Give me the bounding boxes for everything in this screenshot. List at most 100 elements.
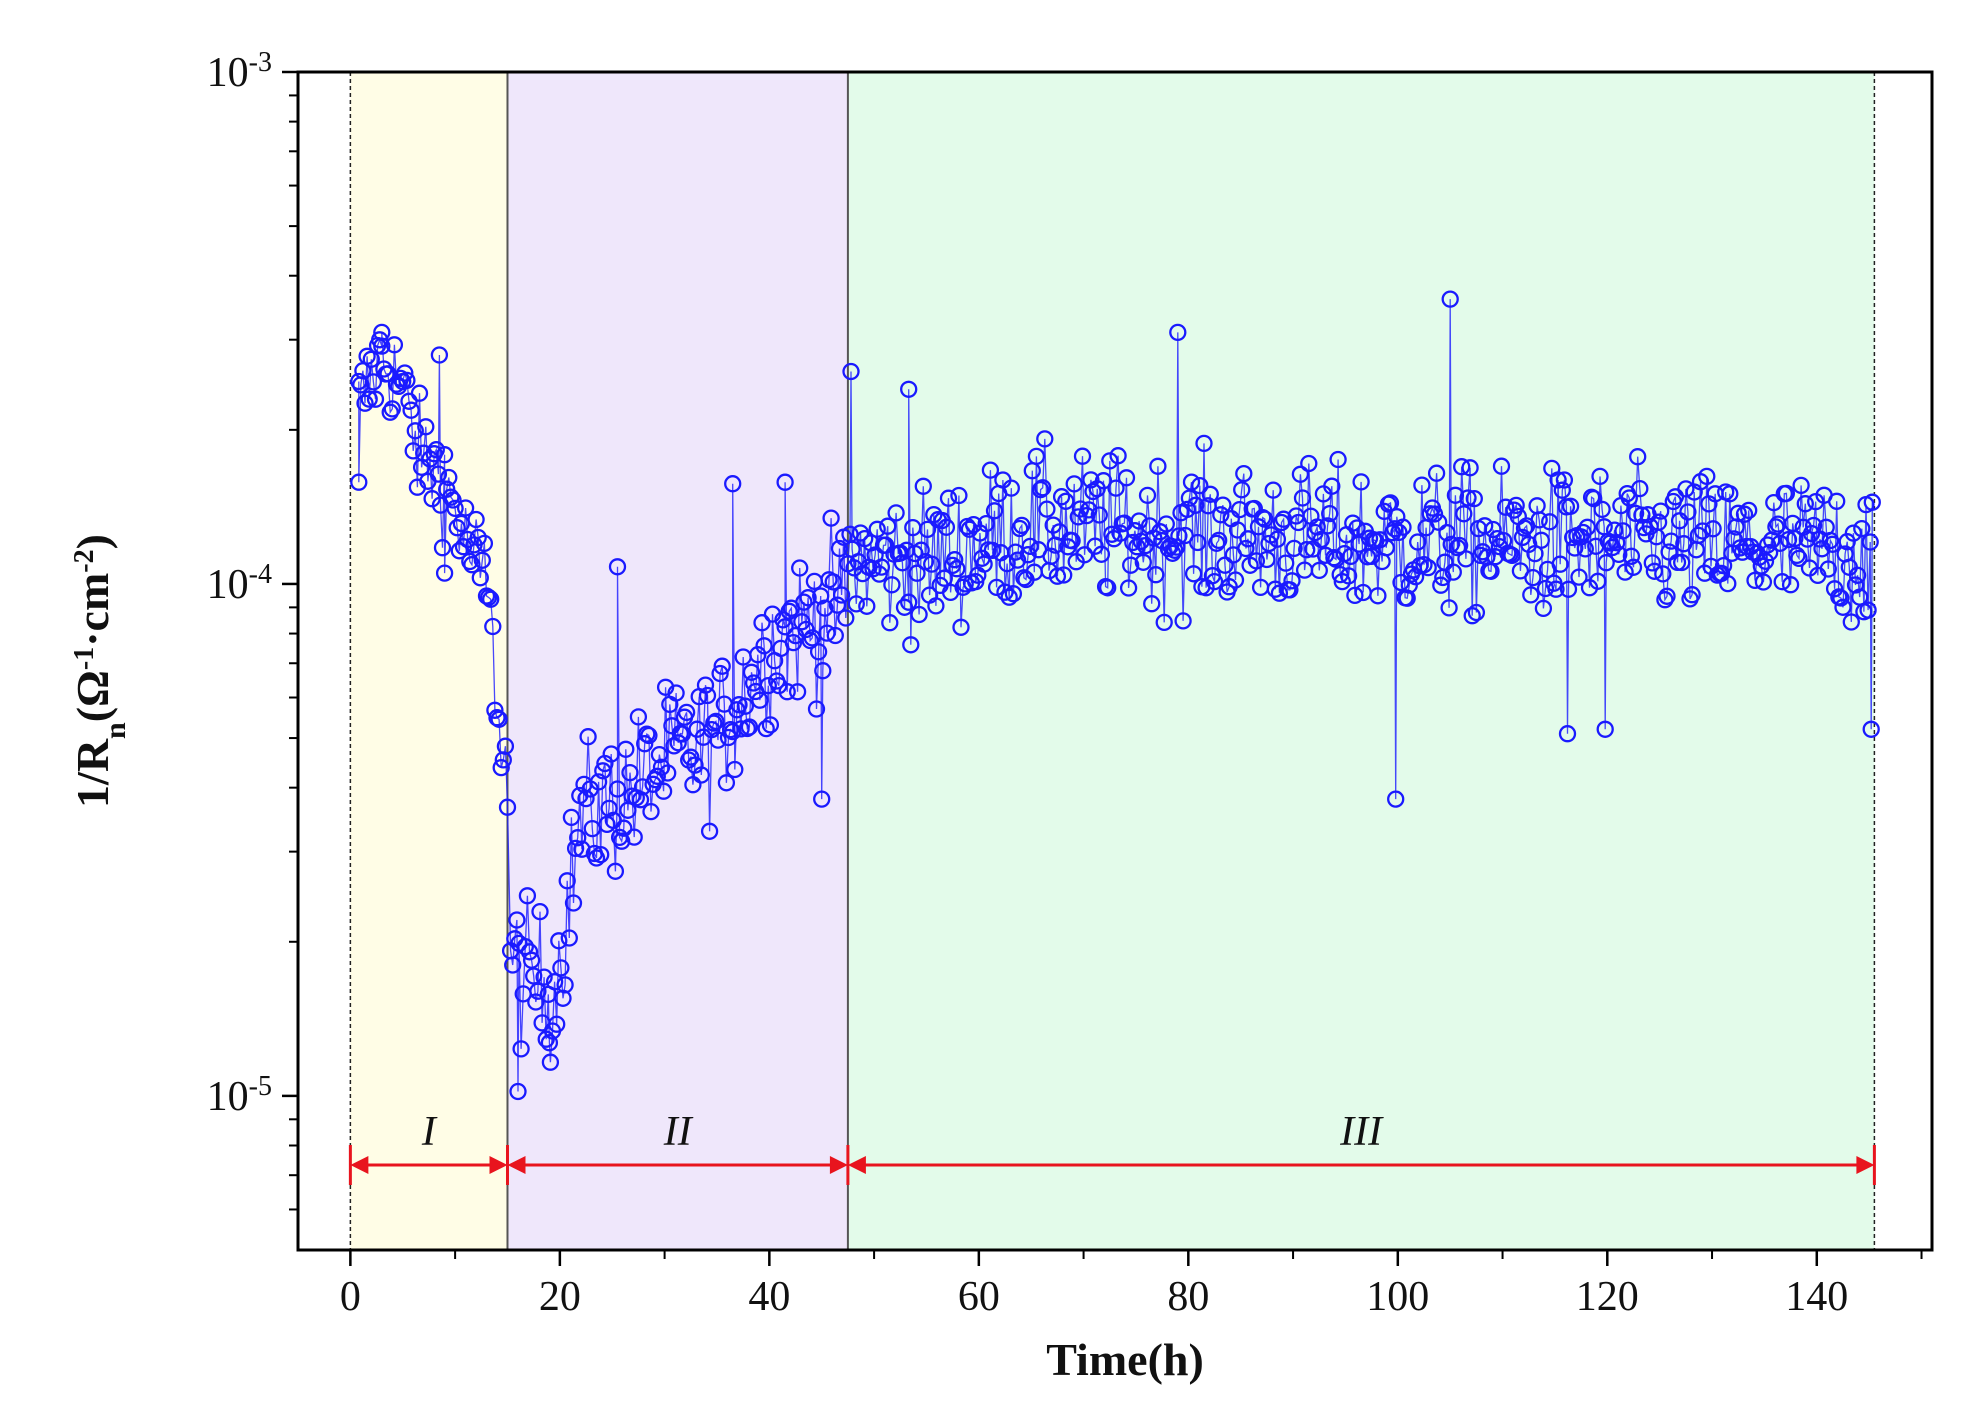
data-point — [625, 828, 643, 846]
data-point — [1258, 550, 1276, 569]
data-point — [1048, 567, 1067, 585]
data-point — [427, 441, 445, 459]
data-point — [1441, 290, 1459, 308]
data-point — [778, 683, 796, 701]
data-point — [1547, 580, 1565, 598]
data-point — [648, 767, 666, 785]
data-point — [1559, 580, 1578, 598]
data-point — [435, 564, 454, 582]
data-point — [608, 780, 627, 798]
data-point — [1549, 471, 1567, 489]
data-point — [640, 726, 658, 745]
data-point — [1425, 505, 1444, 523]
data-point — [1781, 576, 1800, 594]
data-point — [1270, 584, 1289, 602]
data-point — [1228, 521, 1247, 539]
region-1-label: I — [421, 1109, 438, 1155]
data-point — [608, 558, 627, 576]
region-3-arrowhead-left — [847, 1156, 866, 1174]
data-point — [801, 631, 819, 650]
data-point — [776, 473, 794, 491]
data-point — [516, 937, 534, 956]
data-point — [579, 728, 597, 746]
data-point — [1187, 496, 1205, 514]
y-axis: 10-5 10-4 10-3 — [207, 47, 298, 1211]
data-point — [1530, 511, 1548, 529]
data-point — [1117, 469, 1136, 487]
data-point — [698, 686, 717, 705]
data-point — [753, 614, 771, 632]
data-point — [1090, 506, 1108, 524]
data-point — [1484, 520, 1502, 539]
data-point — [1134, 553, 1152, 571]
data-point — [1740, 501, 1758, 520]
y-tick-label: 10-3 — [207, 47, 272, 97]
data-point — [914, 477, 932, 495]
data-point — [1746, 571, 1764, 590]
data-point — [1312, 530, 1330, 549]
data-point — [1063, 532, 1081, 550]
data-point — [832, 586, 851, 604]
data-point — [1430, 513, 1448, 531]
data-point — [1235, 464, 1253, 483]
data-point — [1233, 481, 1251, 499]
data-point — [1006, 543, 1025, 561]
data-point — [1281, 581, 1299, 599]
data-point — [713, 657, 731, 675]
data-point — [1610, 545, 1628, 564]
data-point — [1551, 555, 1569, 573]
data-point — [1031, 480, 1050, 499]
data-point — [1446, 486, 1465, 504]
data-point — [981, 461, 1000, 479]
data-point — [1323, 477, 1341, 495]
data-point — [615, 819, 633, 837]
data-point — [705, 714, 723, 732]
data-point — [1652, 502, 1670, 520]
data-point — [812, 587, 830, 605]
data-point — [795, 593, 813, 611]
data-point — [1168, 538, 1186, 556]
data-point — [1624, 558, 1643, 576]
data-point — [1448, 538, 1467, 557]
data-point — [791, 559, 809, 577]
data-point — [1042, 547, 1060, 565]
data-point — [1394, 518, 1412, 536]
data-point — [1786, 529, 1804, 548]
phase-regions — [349, 72, 1876, 1250]
data-point — [837, 609, 855, 627]
data-point — [1819, 560, 1837, 578]
data-point — [692, 766, 710, 784]
data-point — [1415, 556, 1433, 574]
data-point — [1390, 523, 1408, 542]
x-axis-title: Time(h) — [1046, 1334, 1204, 1385]
data-point — [1149, 457, 1167, 475]
region-1-arrowhead-left — [350, 1156, 369, 1174]
data-point — [1432, 576, 1450, 594]
data-point — [1693, 522, 1712, 540]
data-point — [1109, 447, 1127, 465]
data-point — [475, 534, 494, 553]
data-point — [1804, 516, 1823, 535]
data-point — [642, 802, 660, 821]
data-point — [398, 371, 416, 390]
data-point — [467, 510, 485, 529]
data-point — [1735, 505, 1754, 523]
data-point — [985, 502, 1004, 520]
data-point — [1205, 572, 1224, 591]
data-point — [520, 943, 539, 961]
data-point — [1463, 607, 1481, 625]
data-point — [1038, 500, 1056, 518]
data-point — [404, 442, 422, 460]
data-point — [1532, 531, 1550, 549]
data-point — [1515, 519, 1534, 537]
data-point — [512, 1040, 530, 1058]
data-point — [402, 401, 420, 419]
data-point — [1756, 552, 1775, 570]
data-point — [774, 611, 792, 629]
data-point — [707, 712, 725, 731]
data-point — [417, 418, 435, 436]
data-point — [1264, 481, 1282, 499]
data-point — [1553, 481, 1571, 499]
x-tick-label: 80 — [1167, 1274, 1209, 1320]
data-point — [669, 734, 687, 752]
